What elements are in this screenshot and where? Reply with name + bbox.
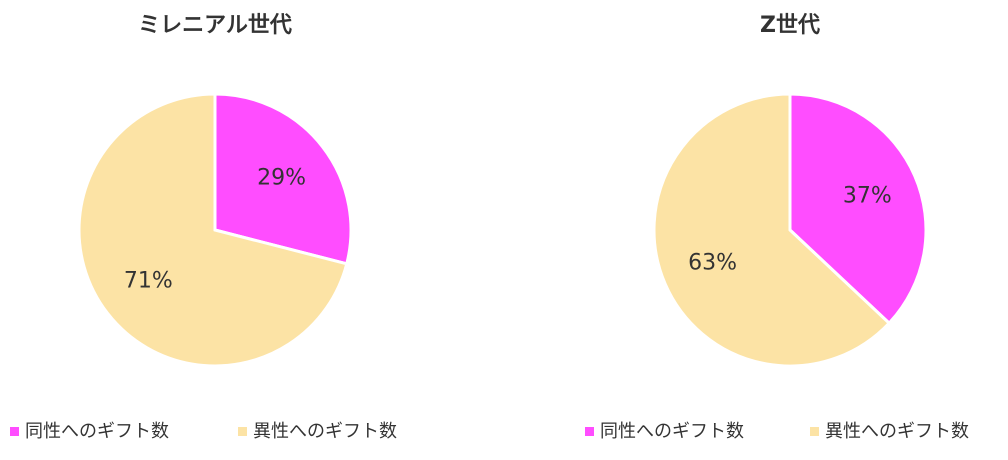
legend-swatch xyxy=(10,427,19,436)
pie-slice xyxy=(788,92,928,326)
data-label: 37% xyxy=(843,184,892,209)
legend-swatch xyxy=(810,427,819,436)
legend-label: 異性へのギフト数 xyxy=(253,421,397,442)
chart-title: Z世代 xyxy=(760,13,820,38)
data-label: 29% xyxy=(257,165,306,190)
pie-slice xyxy=(77,92,349,368)
chart-title: ミレニアル世代 xyxy=(138,13,292,38)
legend-swatch xyxy=(238,427,247,436)
legend-label: 同性へのギフト数 xyxy=(25,421,169,442)
legend-swatch xyxy=(585,427,594,436)
legend-label: 異性へのギフト数 xyxy=(825,421,969,442)
data-label: 71% xyxy=(124,269,173,294)
data-label: 63% xyxy=(688,250,737,275)
pie-slice xyxy=(652,92,892,368)
legend-label: 同性へのギフト数 xyxy=(600,421,744,442)
pie-slice xyxy=(213,92,353,266)
